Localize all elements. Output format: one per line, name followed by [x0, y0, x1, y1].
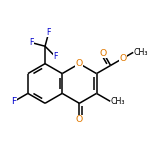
Text: F: F	[12, 97, 17, 106]
Text: F: F	[47, 28, 51, 37]
Text: O: O	[76, 59, 83, 68]
Text: O: O	[100, 49, 107, 58]
Text: O: O	[119, 54, 127, 63]
Text: O: O	[76, 115, 83, 124]
Text: F: F	[53, 52, 57, 61]
Text: CH₃: CH₃	[134, 48, 148, 57]
Text: CH₃: CH₃	[111, 97, 125, 106]
Text: F: F	[29, 38, 34, 47]
